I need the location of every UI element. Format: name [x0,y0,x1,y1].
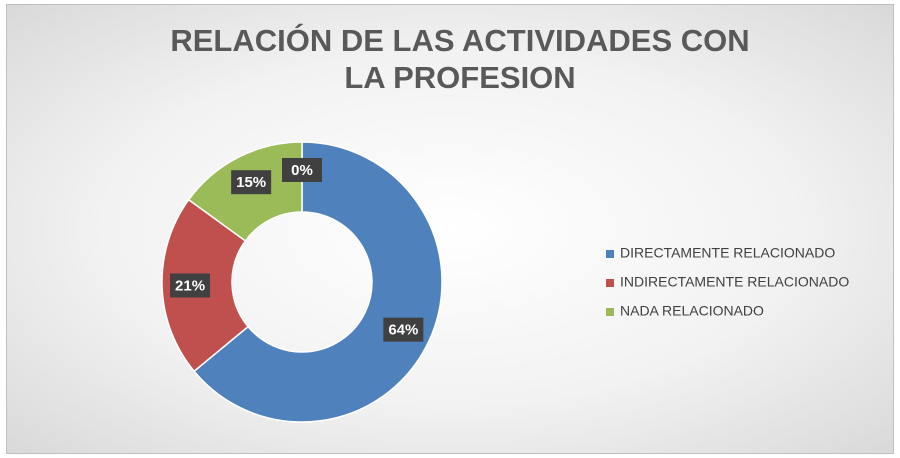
legend-label: NADA RELACIONADO [620,303,764,319]
legend-swatch [606,250,614,258]
chart-area [6,4,894,454]
legend-label: INDIRECTAMENTE RELACIONADO [620,274,849,290]
data-label: 64% [388,322,418,339]
legend-swatch [606,308,614,316]
chart-title: RELACIÓN DE LAS ACTIVIDADES CON LA PROFE… [170,23,750,95]
data-label-box [383,317,424,342]
data-label: 15% [236,174,266,191]
data-label-box [231,170,272,195]
data-label: 0% [291,162,313,179]
data-label-box [170,273,211,298]
data-label: 21% [175,277,205,294]
legend-label: DIRECTAMENTE RELACIONADO [620,245,835,261]
legend-swatch [606,279,614,287]
donut-slice [193,141,443,423]
data-label-box [282,158,322,182]
